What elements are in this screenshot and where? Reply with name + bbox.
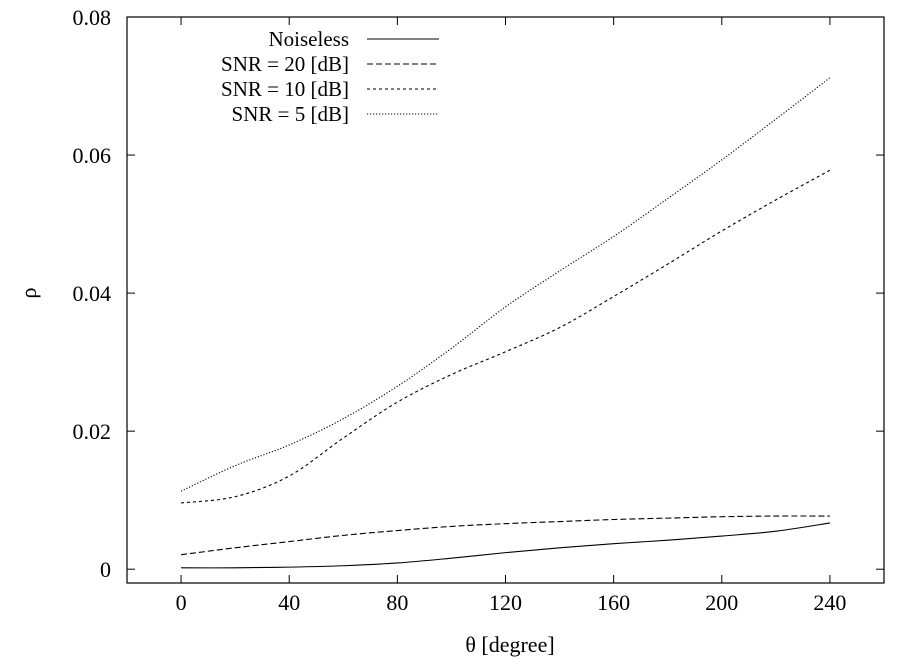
x-tick-label: 0: [176, 590, 187, 615]
series-line-2: [181, 169, 831, 504]
x-tick-label: 40: [278, 590, 300, 615]
x-tick-label: 80: [386, 590, 408, 615]
x-axis-title: θ [degree]: [465, 632, 554, 657]
x-tick-label: 200: [705, 590, 738, 615]
y-tick-label: 0.04: [73, 281, 112, 306]
y-tick-label: 0: [100, 557, 111, 582]
legend-label-2: SNR = 10 [dB]: [221, 77, 349, 101]
y-tick-label: 0.06: [73, 143, 112, 168]
series-line-1: [181, 515, 830, 556]
x-tick-label: 240: [813, 590, 846, 615]
legend-label-3: SNR = 5 [dB]: [232, 102, 349, 126]
series-line-0: [181, 522, 831, 569]
x-tick-label: 120: [489, 590, 522, 615]
x-tick-label: 160: [597, 590, 630, 615]
legend-label-0: Noiseless: [269, 27, 350, 51]
y-axis-title: ρ: [16, 287, 41, 298]
y-tick-label: 0.08: [73, 5, 112, 30]
series-line-3: [180, 77, 831, 492]
legend-label-1: SNR = 20 [dB]: [221, 52, 349, 76]
y-tick-label: 0.02: [73, 419, 112, 444]
